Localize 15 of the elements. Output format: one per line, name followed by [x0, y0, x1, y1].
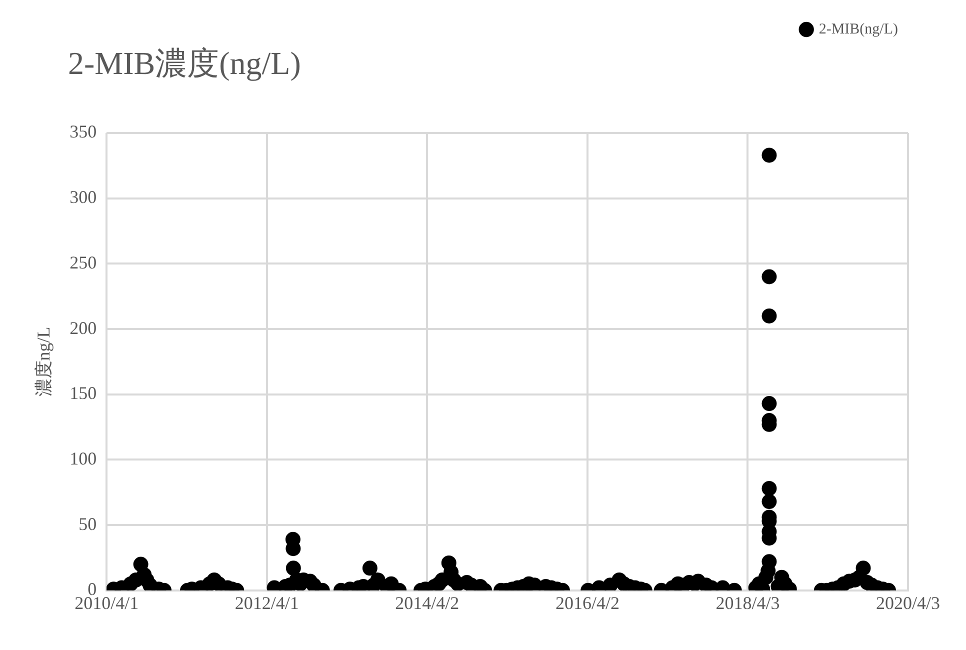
- y-tick-label: 350: [70, 122, 97, 142]
- x-tick-label: 2018/4/3: [716, 592, 780, 613]
- y-tick-label: 100: [70, 448, 97, 468]
- y-tick-label: 200: [70, 318, 97, 338]
- x-tick-label: 2012/4/1: [234, 592, 299, 613]
- y-tick-label: 50: [78, 514, 97, 534]
- x-tick-label: 2020/4/3: [876, 592, 940, 613]
- y-tick-label: 150: [70, 383, 97, 404]
- y-axis-title: 濃度ng/L: [34, 326, 54, 397]
- y-tick-label: 300: [70, 187, 97, 208]
- y-tick-label: 250: [70, 252, 97, 272]
- chart-title: 2-MIB濃度(ng/L): [68, 44, 301, 83]
- legend-label: 2-MIB(ng/L): [818, 21, 898, 38]
- x-tick-label: 2016/4/2: [555, 592, 620, 613]
- x-tick-label: 2014/4/2: [395, 592, 460, 613]
